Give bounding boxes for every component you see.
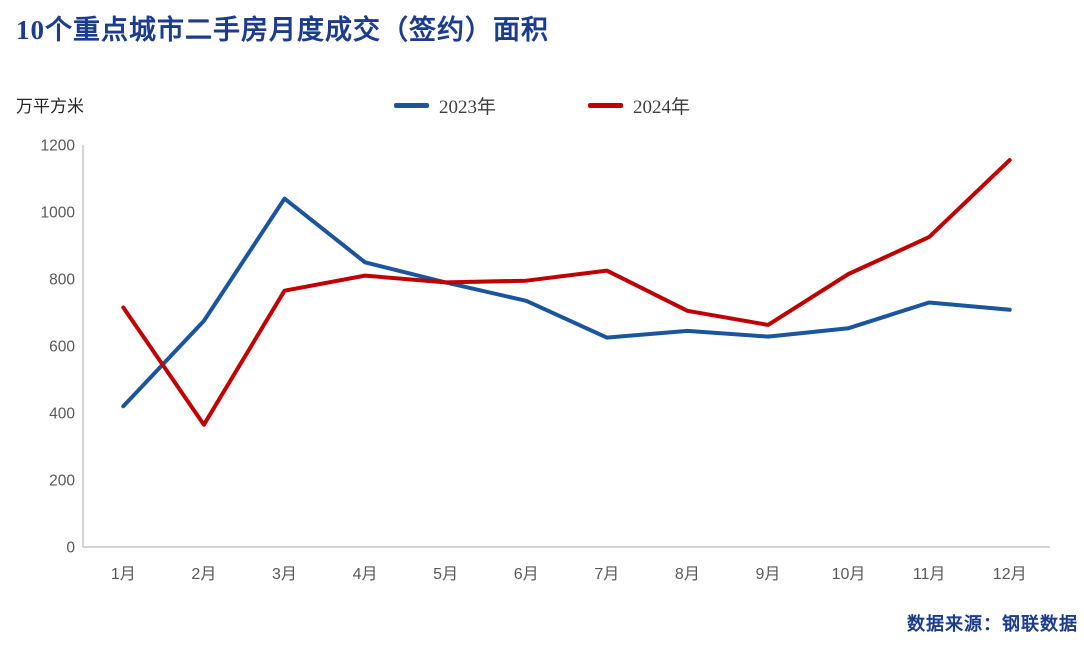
legend-line-swatch-2024 [588, 103, 623, 108]
y-tick-label: 1200 [41, 138, 76, 155]
legend: 2023年 2024年 [0, 92, 1084, 119]
x-tick-label: 7月 [594, 566, 619, 583]
y-tick-label: 0 [66, 540, 75, 557]
y-tick-label: 600 [49, 339, 75, 356]
legend-label-2023: 2023年 [438, 97, 496, 118]
series-line-2023年 [121, 196, 1012, 409]
x-tick-label: 8月 [675, 566, 700, 583]
legend-item-2023: 2023年 [393, 92, 496, 119]
x-tick-label: 4月 [353, 566, 378, 583]
y-tick-label: 800 [49, 272, 75, 289]
x-tick-label: 6月 [514, 566, 539, 583]
legend-label-2024: 2024年 [633, 97, 691, 118]
x-tick-label: 10月 [832, 566, 866, 583]
x-tick-label: 2月 [191, 566, 216, 583]
y-tick-label: 1000 [41, 205, 76, 222]
y-tick-label: 400 [49, 406, 75, 423]
y-tick-label: 200 [49, 473, 75, 490]
legend-item-2024: 2024年 [588, 92, 690, 119]
x-tick-label: 12月 [993, 566, 1027, 583]
x-tick-label: 9月 [756, 566, 781, 583]
y-axis-unit-label: 万平方米 [16, 97, 84, 116]
series-line-2024年 [121, 158, 1012, 427]
legend-line-swatch-2023 [393, 103, 429, 108]
line-chart-plot-area: 0 200 400 600 800 1000 1200 1月 2月 3月 4月 5月 6月 7月 8月 9月 1… [41, 138, 1050, 583]
data-source-note: 数据来源：钢联数据 [907, 614, 1078, 634]
x-tick-label: 3月 [272, 566, 297, 583]
x-tick-label: 1月 [111, 566, 136, 583]
x-tick-label: 5月 [433, 566, 458, 583]
x-tick-label: 11月 [913, 566, 946, 583]
chart-title: 10个重点城市二手房月度成交（签约）面积 [16, 15, 549, 45]
